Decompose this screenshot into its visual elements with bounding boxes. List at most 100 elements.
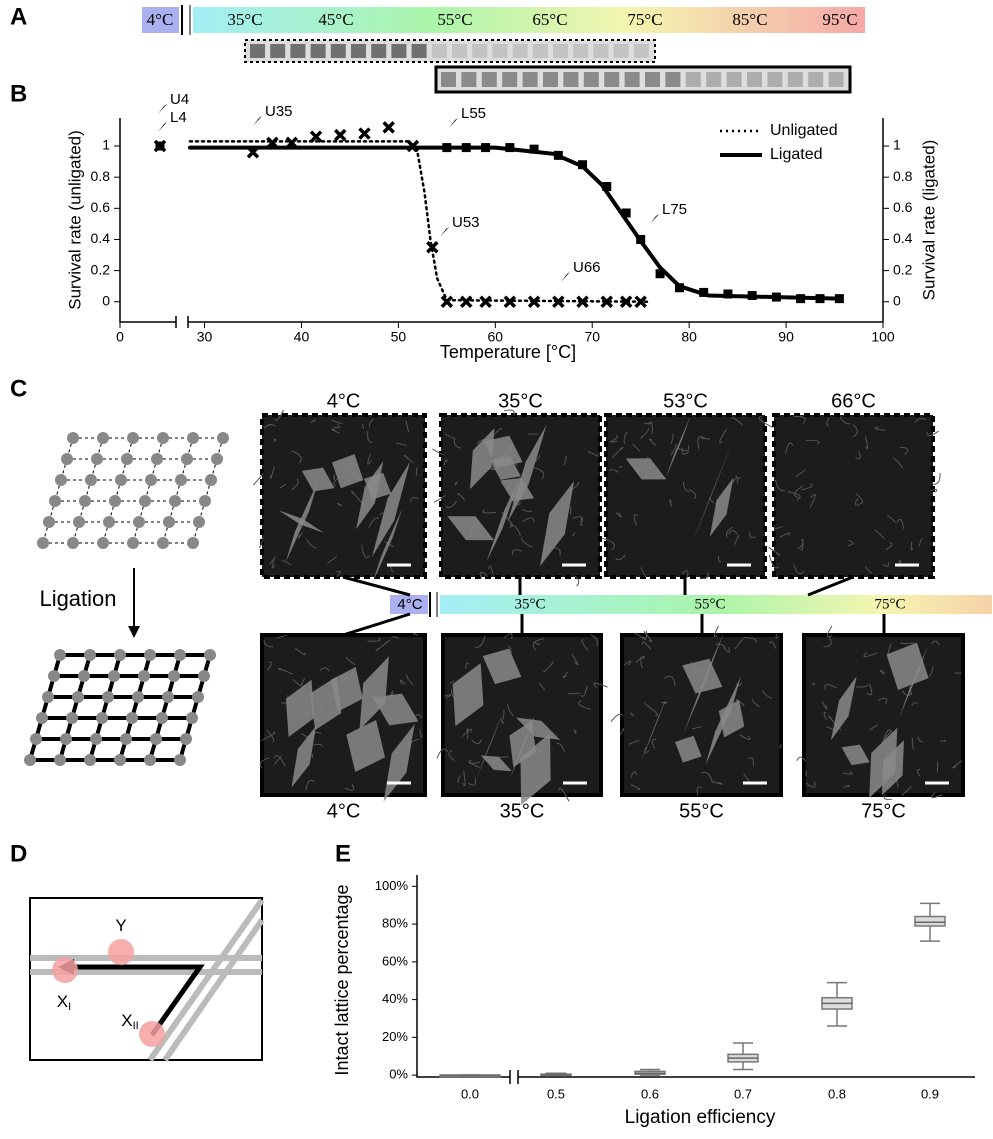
lattice xyxy=(330,667,363,712)
site-xi xyxy=(52,957,78,983)
afm-texture xyxy=(454,481,458,486)
afm-texture xyxy=(568,692,580,695)
gel-band xyxy=(492,44,508,58)
lattice-node xyxy=(103,516,115,528)
x-tick-label: 50 xyxy=(391,329,407,345)
x-tick-label: 0 xyxy=(116,329,124,345)
lattice xyxy=(639,692,669,765)
afm-texture xyxy=(574,575,580,587)
afm-texture xyxy=(305,779,315,791)
lattice-node xyxy=(114,649,126,661)
afm-texture xyxy=(503,409,515,416)
afm-texture xyxy=(701,771,713,783)
afm-texture xyxy=(273,438,277,442)
marker-x xyxy=(358,127,371,140)
y-tick-label: 60% xyxy=(382,953,408,968)
afm-texture xyxy=(542,661,554,673)
afm-texture xyxy=(641,641,652,650)
gel-band xyxy=(747,72,762,87)
connector xyxy=(342,612,411,637)
lattice-node xyxy=(198,670,210,682)
afm-texture xyxy=(869,724,878,731)
lattice-node xyxy=(67,432,79,444)
lattice-node xyxy=(187,432,199,444)
y-tick-label: 1 xyxy=(102,137,110,153)
lattice xyxy=(359,656,389,730)
gel-band xyxy=(431,44,447,58)
site-xii xyxy=(139,1021,165,1047)
afm-texture xyxy=(508,525,521,536)
annotation: U66 xyxy=(573,259,601,276)
afm-texture xyxy=(805,781,816,788)
afm-texture xyxy=(331,419,343,424)
afm-texture xyxy=(333,474,335,481)
lattice-node xyxy=(163,516,175,528)
afm-texture xyxy=(793,415,806,424)
afm-texture xyxy=(882,729,893,743)
lattice xyxy=(881,740,904,796)
y2-tick-label: 1 xyxy=(893,137,901,153)
gel-band xyxy=(624,72,640,87)
afm-texture xyxy=(368,418,374,428)
axis-break xyxy=(509,1070,519,1084)
afm-texture xyxy=(410,497,419,503)
afm-texture xyxy=(796,756,807,762)
panel-label: C xyxy=(10,375,27,402)
afm-texture xyxy=(735,475,739,484)
afm-texture xyxy=(623,431,628,445)
temperature-label: 35°C xyxy=(227,10,262,29)
lattice-node xyxy=(127,432,139,444)
gel-band xyxy=(645,72,660,87)
marker-square xyxy=(674,283,684,293)
afm-texture xyxy=(885,542,893,550)
afm-texture xyxy=(521,517,535,523)
temperature-label: 45°C xyxy=(318,10,353,29)
afm-image xyxy=(772,413,935,579)
site-label: XI xyxy=(57,992,71,1012)
image-title: 55°C xyxy=(679,800,724,822)
afm-texture xyxy=(811,682,816,686)
lattice-node xyxy=(174,649,186,661)
afm-texture xyxy=(930,488,938,493)
afm-image xyxy=(604,413,767,579)
lattice xyxy=(515,717,561,740)
marker-square xyxy=(655,269,665,279)
y2-tick-label: 0.2 xyxy=(893,261,913,277)
marker-square xyxy=(815,294,825,304)
afm-texture xyxy=(877,697,887,705)
afm-texture xyxy=(743,637,757,643)
y2-tick-label: 0.8 xyxy=(893,168,913,184)
x-tick-label: 0.0 xyxy=(461,1086,479,1101)
afm-texture xyxy=(809,493,816,509)
afm-texture xyxy=(855,493,864,505)
afm-texture xyxy=(628,739,640,745)
marker-square xyxy=(747,291,757,301)
lattice-node xyxy=(85,474,97,486)
lattice-node xyxy=(109,495,121,507)
lattice xyxy=(285,480,319,563)
afm-texture xyxy=(663,675,676,687)
temperature-gradient xyxy=(193,7,865,33)
afm-texture xyxy=(697,436,705,450)
x-tick-label: 70 xyxy=(584,329,600,345)
afm-texture xyxy=(580,686,588,697)
afm-texture xyxy=(609,468,619,473)
lattice-node xyxy=(211,453,223,465)
afm-texture xyxy=(640,656,644,668)
x-axis-label: Temperature [°C] xyxy=(440,342,576,362)
afm-texture xyxy=(273,755,286,767)
afm-texture xyxy=(261,731,276,741)
afm-texture xyxy=(800,538,804,551)
afm-texture xyxy=(787,491,801,501)
x-tick-label: 0.8 xyxy=(828,1086,846,1101)
afm-texture xyxy=(678,445,690,452)
afm-texture xyxy=(461,728,472,738)
lattice-node xyxy=(133,516,145,528)
gel-band xyxy=(613,44,629,58)
afm-texture xyxy=(892,456,904,469)
afm-texture xyxy=(271,558,276,569)
gel-band xyxy=(665,72,681,87)
afm-texture xyxy=(578,700,592,710)
axis xyxy=(416,875,975,1078)
panel-label: D xyxy=(10,840,27,867)
